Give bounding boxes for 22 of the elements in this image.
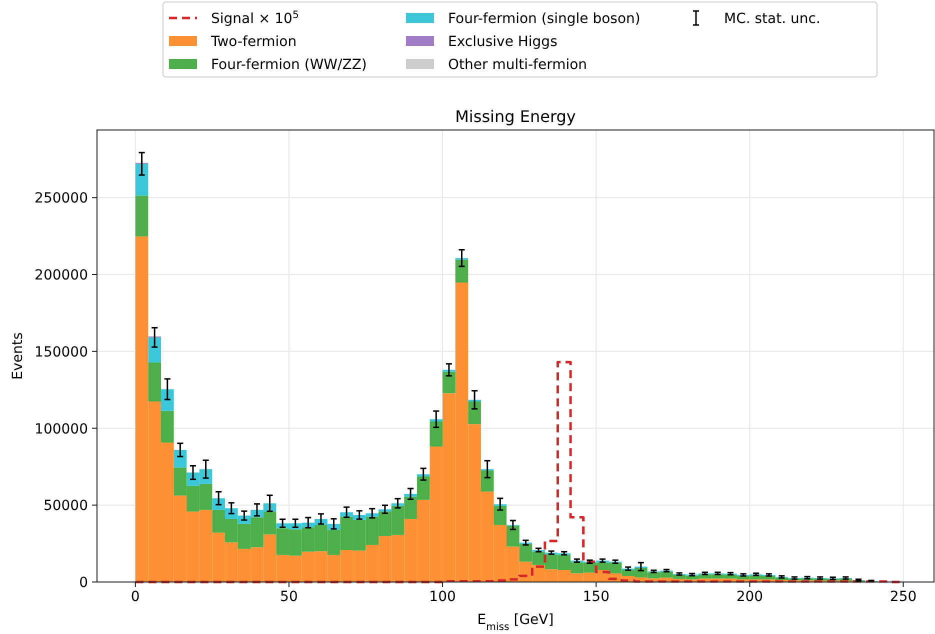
legend-label: Two-fermion [210,34,297,50]
x-axis-title: E$_{miss}$ [GeV] [477,612,554,632]
x-tick-label: 150 [582,589,610,605]
legend-label: Four-fermion (single boson) [448,11,640,27]
y-axis-title: Events [10,332,26,380]
legend-label: Exclusive Higgs [448,34,558,50]
x-tick-label: 0 [130,589,140,605]
y-tick-label: 250000 [34,190,88,207]
x-tick-label: 50 [280,589,298,605]
y-tick-label: 150000 [34,344,88,360]
chart-title: Missing Energy [455,107,576,126]
x-tick-label: 100 [429,589,456,605]
legend-label: Other multi-fermion [448,57,588,73]
x-tick-label: 200 [736,589,764,605]
y-tick-label: 0 [79,575,88,591]
x-tick-label: 250 [890,589,917,605]
y-tick-label: 200000 [34,268,88,284]
text: MC. stat. unc. [724,11,820,27]
legend-label: Four-fermion (WW/ZZ) [211,57,367,73]
legend-label: Signal × 10$^{5}$ [211,10,299,27]
y-tick-label: 100000 [34,421,88,438]
y-tick-label: 50000 [43,498,88,514]
